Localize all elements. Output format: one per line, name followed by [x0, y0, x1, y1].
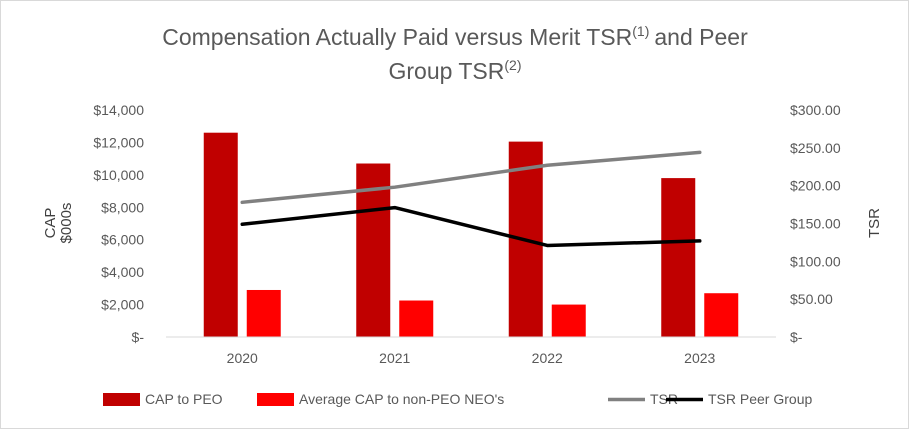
y-left-tick-label: $8,000 — [101, 199, 144, 215]
y-axis-left-title-line1: CAP — [42, 208, 59, 239]
y-right-tick-label: $250.00 — [790, 140, 841, 156]
legend-label: CAP to PEO — [145, 391, 223, 407]
bar-series-0-2021 — [356, 163, 391, 337]
y-right-tick-label: $100.00 — [790, 253, 841, 269]
chart-title-sup2: (2) — [504, 57, 521, 73]
ticks-layer: $- $2,000 $4,000 $6,000 $8,000 $10,000 $12,000… — [93, 102, 840, 366]
legend: CAP to PEO Average CAP to non-PEO NEO's TS… — [103, 391, 812, 407]
legend-item-3: TSR Peer Group — [666, 391, 812, 407]
x-tick-label: 2022 — [532, 350, 563, 366]
bar-series-1-2020 — [246, 289, 281, 337]
y-left-tick-label: $- — [132, 329, 145, 345]
x-tick-label: 2020 — [227, 350, 258, 366]
y-axis-right-title: TSR — [866, 208, 883, 238]
y-right-tick-label: $300.00 — [790, 102, 841, 118]
y-left-tick-label: $2,000 — [101, 297, 144, 313]
legend-item-1: Average CAP to non-PEO NEO's — [257, 391, 504, 407]
legend-item-0: CAP to PEO — [103, 391, 223, 407]
y-right-tick-label: $200.00 — [790, 178, 841, 194]
y-left-tick-label: $4,000 — [101, 264, 144, 280]
bar-series-0-2023 — [661, 178, 696, 337]
bar-series-1-2021 — [399, 300, 434, 337]
bar-series-0-2020 — [203, 132, 238, 337]
legend-label: TSR — [650, 391, 678, 407]
y-left-tick-label: $14,000 — [93, 102, 144, 118]
legend-label: Average CAP to non-PEO NEO's — [299, 391, 504, 407]
y-right-tick-label: $50.00 — [790, 291, 833, 307]
lines-layer — [240, 150, 702, 248]
x-tick-label: 2021 — [379, 350, 410, 366]
line-series-tsr-peer-group — [240, 205, 702, 248]
chart-title-sup1: (1) — [632, 23, 649, 39]
legend-label: TSR Peer Group — [708, 391, 812, 407]
y-right-tick-label: $- — [790, 329, 803, 345]
line-series-tsr — [240, 150, 702, 205]
legend-swatch-bar — [257, 393, 294, 406]
legend-item-2: TSR — [608, 391, 678, 407]
bar-series-1-2023 — [704, 293, 739, 337]
chart-title-line2: Group TSR(2) — [388, 57, 521, 84]
y-left-tick-label: $12,000 — [93, 134, 144, 150]
chart-title-text: Compensation Actually Paid versus Merit … — [162, 24, 632, 50]
y-axis-left-title-line2: $000s — [58, 203, 75, 244]
bars-layer — [203, 132, 739, 337]
y-left-tick-label: $6,000 — [101, 232, 144, 248]
chart-title-and: and Peer — [654, 24, 748, 50]
chart-title-line1: Compensation Actually Paid versus Merit … — [162, 23, 748, 50]
bar-series-1-2022 — [551, 304, 586, 337]
y-right-tick-label: $150.00 — [790, 216, 841, 232]
chart-title-group: Group TSR — [388, 58, 504, 84]
legend-swatch-bar — [103, 393, 140, 406]
x-tick-label: 2023 — [684, 350, 715, 366]
y-left-tick-label: $10,000 — [93, 167, 144, 183]
